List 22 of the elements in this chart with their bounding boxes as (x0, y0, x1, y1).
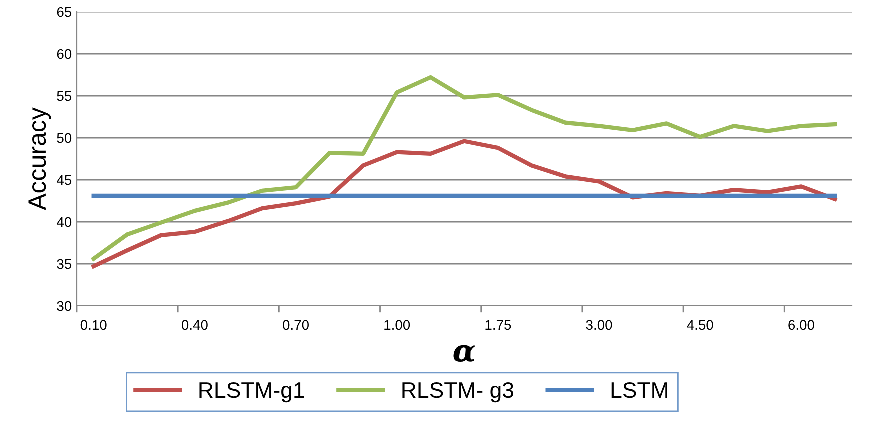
x-tick-label: 1.75 (486, 320, 512, 330)
x-axis-title: α (454, 345, 476, 362)
x-tick-label: 0.70 (283, 320, 309, 330)
legend-label: LSTM (612, 382, 668, 398)
y-tick-label: 50 (57, 133, 72, 144)
y-tick-label: 60 (57, 49, 72, 60)
x-tick-label: 0.10 (80, 320, 107, 330)
legend-label: RLSTM-g1 (200, 382, 304, 403)
x-tick-label: 4.50 (687, 320, 714, 330)
x-tick-label: 3.00 (586, 320, 612, 330)
y-tick-label: 45 (57, 175, 72, 186)
legend-label: RLSTM- g3 (402, 382, 514, 403)
x-tick-label: 1.00 (384, 320, 410, 330)
y-tick-label: 40 (57, 217, 72, 228)
y-tick-label: 30 (57, 301, 72, 312)
y-axis-title: Accuracy (28, 108, 52, 210)
x-tick-label: 0.40 (182, 320, 208, 330)
y-tick-label: 65 (57, 7, 72, 18)
y-tick-label: 55 (57, 91, 72, 102)
y-tick-label: 35 (57, 259, 72, 270)
x-tick-label: 6.00 (788, 320, 814, 330)
line-series (92, 75, 838, 262)
